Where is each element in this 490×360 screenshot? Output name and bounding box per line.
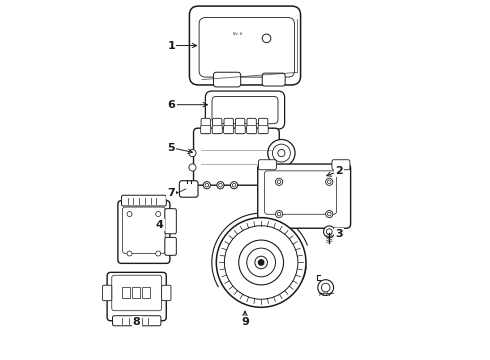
- Circle shape: [268, 139, 295, 167]
- Text: No. 6: No. 6: [233, 32, 243, 36]
- Circle shape: [203, 181, 210, 189]
- FancyBboxPatch shape: [262, 73, 285, 86]
- Circle shape: [275, 178, 283, 185]
- FancyBboxPatch shape: [122, 195, 166, 206]
- Circle shape: [275, 211, 283, 218]
- Circle shape: [258, 260, 264, 265]
- FancyBboxPatch shape: [258, 118, 268, 134]
- FancyBboxPatch shape: [118, 201, 170, 264]
- Bar: [132, 287, 140, 298]
- FancyBboxPatch shape: [213, 118, 222, 134]
- Text: 5: 5: [168, 143, 175, 153]
- Text: 8: 8: [133, 318, 141, 327]
- Circle shape: [217, 181, 224, 189]
- FancyBboxPatch shape: [190, 6, 300, 85]
- FancyBboxPatch shape: [258, 160, 276, 170]
- FancyBboxPatch shape: [194, 128, 279, 185]
- Circle shape: [189, 164, 196, 171]
- Text: 6: 6: [168, 100, 175, 110]
- Circle shape: [323, 226, 335, 237]
- Circle shape: [156, 251, 161, 256]
- Text: 4: 4: [156, 220, 164, 230]
- Circle shape: [326, 178, 333, 185]
- Circle shape: [247, 248, 275, 277]
- FancyBboxPatch shape: [214, 72, 241, 87]
- Text: 3: 3: [335, 229, 343, 239]
- Circle shape: [127, 251, 132, 256]
- FancyBboxPatch shape: [258, 126, 268, 134]
- FancyBboxPatch shape: [236, 118, 245, 134]
- FancyBboxPatch shape: [205, 91, 285, 129]
- Circle shape: [216, 218, 306, 307]
- Text: 7: 7: [168, 188, 175, 198]
- Bar: [122, 287, 129, 298]
- FancyBboxPatch shape: [102, 285, 112, 301]
- FancyBboxPatch shape: [107, 273, 166, 321]
- Text: 1: 1: [168, 41, 175, 50]
- Circle shape: [255, 256, 268, 269]
- Circle shape: [230, 181, 238, 189]
- Circle shape: [318, 280, 334, 296]
- FancyBboxPatch shape: [224, 118, 233, 134]
- Text: 9: 9: [241, 318, 249, 327]
- FancyBboxPatch shape: [179, 181, 198, 197]
- Circle shape: [326, 211, 333, 218]
- FancyBboxPatch shape: [332, 160, 350, 170]
- Text: 2: 2: [335, 166, 343, 176]
- Circle shape: [127, 212, 132, 217]
- FancyBboxPatch shape: [165, 209, 176, 234]
- FancyBboxPatch shape: [235, 126, 245, 134]
- FancyBboxPatch shape: [162, 285, 171, 301]
- FancyBboxPatch shape: [201, 118, 210, 134]
- FancyBboxPatch shape: [113, 316, 161, 326]
- FancyBboxPatch shape: [223, 126, 234, 134]
- FancyBboxPatch shape: [258, 164, 351, 228]
- Circle shape: [156, 212, 161, 217]
- FancyBboxPatch shape: [247, 118, 256, 134]
- FancyBboxPatch shape: [165, 237, 176, 255]
- Bar: [143, 287, 149, 298]
- Circle shape: [239, 240, 284, 285]
- FancyBboxPatch shape: [246, 126, 257, 134]
- Circle shape: [189, 149, 196, 157]
- FancyBboxPatch shape: [201, 126, 211, 134]
- FancyBboxPatch shape: [212, 126, 222, 134]
